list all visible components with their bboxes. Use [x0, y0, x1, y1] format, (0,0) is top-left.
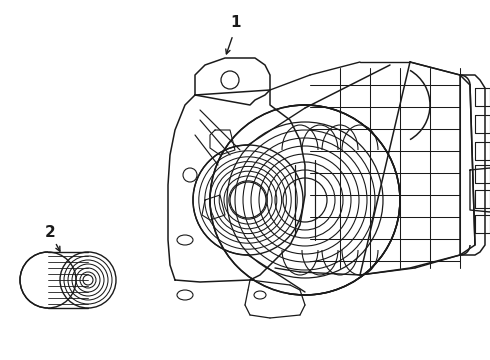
Text: 2: 2 [45, 225, 55, 239]
Text: 1: 1 [231, 14, 241, 30]
